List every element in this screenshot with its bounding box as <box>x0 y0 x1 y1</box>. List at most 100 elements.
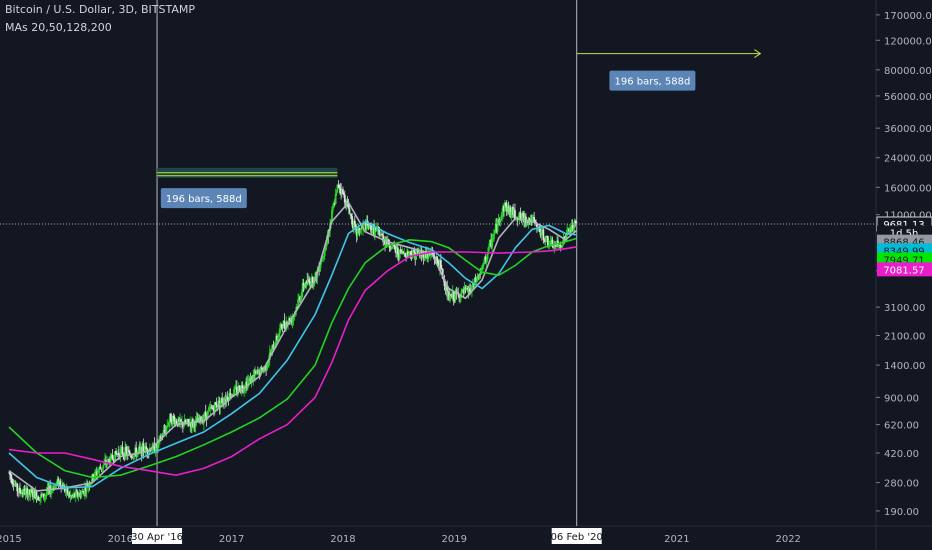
candle-body <box>395 249 397 252</box>
candle-body <box>89 483 92 487</box>
candle-body <box>127 450 130 452</box>
candle-body <box>560 247 563 248</box>
candle-body <box>319 264 321 272</box>
candle-body <box>125 447 128 452</box>
candle-body <box>505 206 508 212</box>
candle-body <box>490 239 493 248</box>
candle-body <box>93 477 95 481</box>
candle-body <box>281 327 284 329</box>
candle-body <box>502 206 504 212</box>
candle-body <box>340 188 343 194</box>
candle-body <box>507 206 510 212</box>
candle-body <box>439 260 441 269</box>
candle-body <box>116 452 119 455</box>
candle-body <box>503 202 506 212</box>
candle-body <box>557 244 560 246</box>
candle-body <box>416 250 418 255</box>
candle-body <box>231 394 234 396</box>
bars-range-label-box <box>160 188 247 209</box>
candle-body <box>282 320 285 329</box>
candle-body <box>459 297 461 299</box>
candle-body <box>68 492 71 498</box>
candle-body <box>97 470 100 472</box>
candle-body <box>302 283 305 289</box>
candle-body <box>438 264 440 269</box>
candle-body <box>84 487 86 495</box>
candle-body <box>142 443 145 453</box>
candle-body <box>207 410 210 412</box>
price-axis-label: 8868.46 <box>883 238 924 249</box>
candle-body <box>308 279 310 282</box>
candle-body <box>270 349 273 354</box>
y-tick-label: 280.00 <box>884 479 919 490</box>
candle-body <box>195 417 198 420</box>
candle-body <box>212 408 214 409</box>
candle-body <box>288 318 290 323</box>
candle-body <box>257 370 260 373</box>
candle-body <box>152 443 155 445</box>
candle-body <box>536 223 538 227</box>
candle-body <box>136 452 138 457</box>
candle-body <box>283 320 286 326</box>
candle-body <box>346 200 349 204</box>
candle-body <box>501 211 504 217</box>
candle-body <box>145 446 148 449</box>
candle-body <box>513 210 515 216</box>
candle-body <box>144 446 147 452</box>
candle-body <box>367 225 370 229</box>
candle-body <box>393 243 396 247</box>
candle-body <box>518 212 521 220</box>
candle-body <box>67 492 70 495</box>
candle-body <box>47 487 50 490</box>
candle-body <box>404 253 407 257</box>
candle-body <box>514 210 516 219</box>
candle-body <box>169 413 171 422</box>
candle-body <box>245 381 247 389</box>
candle-body <box>312 284 315 285</box>
candle-body <box>565 235 568 239</box>
candle-body <box>407 251 409 256</box>
candle-body <box>510 212 513 217</box>
candle-body <box>499 219 502 223</box>
candle-body <box>249 377 252 384</box>
candle-body <box>36 496 39 500</box>
candle-body <box>115 451 117 455</box>
candle-body <box>40 494 42 498</box>
candle-body <box>267 362 269 368</box>
candle-body <box>478 273 481 278</box>
candle-body <box>27 494 30 498</box>
candle-body <box>211 407 214 409</box>
candle-body <box>18 487 20 493</box>
candle-body <box>498 219 501 223</box>
candle-body <box>259 367 262 376</box>
indicator-legend[interactable]: MAs 20,50,128,200 <box>5 21 112 34</box>
candle-body <box>353 220 355 229</box>
candle-body <box>511 207 514 213</box>
candle-body <box>137 450 139 453</box>
candle-body <box>526 222 529 223</box>
candle-body <box>77 495 80 497</box>
candle-body <box>147 452 149 455</box>
candle-body <box>553 244 556 249</box>
candle-body <box>450 295 453 298</box>
symbol-title[interactable]: Bitcoin / U.S. Dollar, 3D, BITSTAMP <box>5 3 195 16</box>
candle-body <box>23 488 26 495</box>
candle-body <box>391 245 394 249</box>
candle-body <box>244 388 246 389</box>
candle-body <box>13 484 16 486</box>
candle-body <box>11 482 14 484</box>
candle-body <box>186 419 189 423</box>
candle-body <box>546 236 548 237</box>
candle-body <box>299 297 302 301</box>
candle-body <box>574 221 577 223</box>
candle-body <box>196 417 199 423</box>
candle-body <box>473 277 476 285</box>
candle-body <box>562 237 565 245</box>
candle-body <box>95 471 98 475</box>
candle-body <box>204 412 207 416</box>
candle-body <box>153 443 156 453</box>
candle-body <box>364 223 366 224</box>
candle-body <box>214 402 217 405</box>
candle-body <box>139 446 142 449</box>
